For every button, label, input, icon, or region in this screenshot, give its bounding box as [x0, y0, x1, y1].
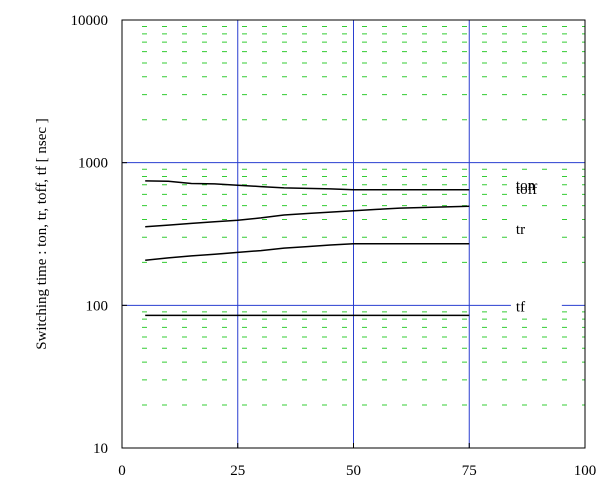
series-label-background	[510, 217, 562, 239]
series-label-tr: tr	[516, 222, 525, 238]
series-label-backgrounds	[510, 174, 562, 317]
y-tick-label: 10	[93, 441, 108, 457]
minor-gridlines	[142, 26, 585, 406]
y-tick-labels: 10 100 1000 10000	[71, 13, 109, 457]
series-line-ton	[145, 205, 470, 228]
series-label-tf: tf	[516, 299, 525, 315]
major-gridlines	[122, 20, 585, 448]
x-tick-label: 75	[462, 463, 477, 479]
tick-marks	[121, 19, 586, 449]
series-label-toff: toff	[516, 182, 537, 198]
series-line-toff	[145, 180, 470, 191]
series-label-background	[510, 174, 562, 196]
x-tick-label: 25	[230, 463, 245, 479]
series-label-background	[510, 295, 562, 317]
y-tick-label: 100	[86, 298, 109, 314]
y-tick-label: 10000	[71, 13, 109, 29]
series-layer	[145, 180, 470, 317]
series-line-tr	[145, 243, 470, 262]
y-axis-title: Switching time : ton, tr, toff, tf [ nse…	[34, 118, 50, 350]
y-tick-label: 1000	[78, 156, 108, 172]
x-tick-label: 0	[118, 463, 126, 479]
x-tick-label: 50	[346, 463, 361, 479]
x-tick-label: 100	[574, 463, 597, 479]
x-tick-labels: 0 25 50 75 100	[118, 463, 596, 479]
series-label-ton: ton	[516, 178, 536, 194]
